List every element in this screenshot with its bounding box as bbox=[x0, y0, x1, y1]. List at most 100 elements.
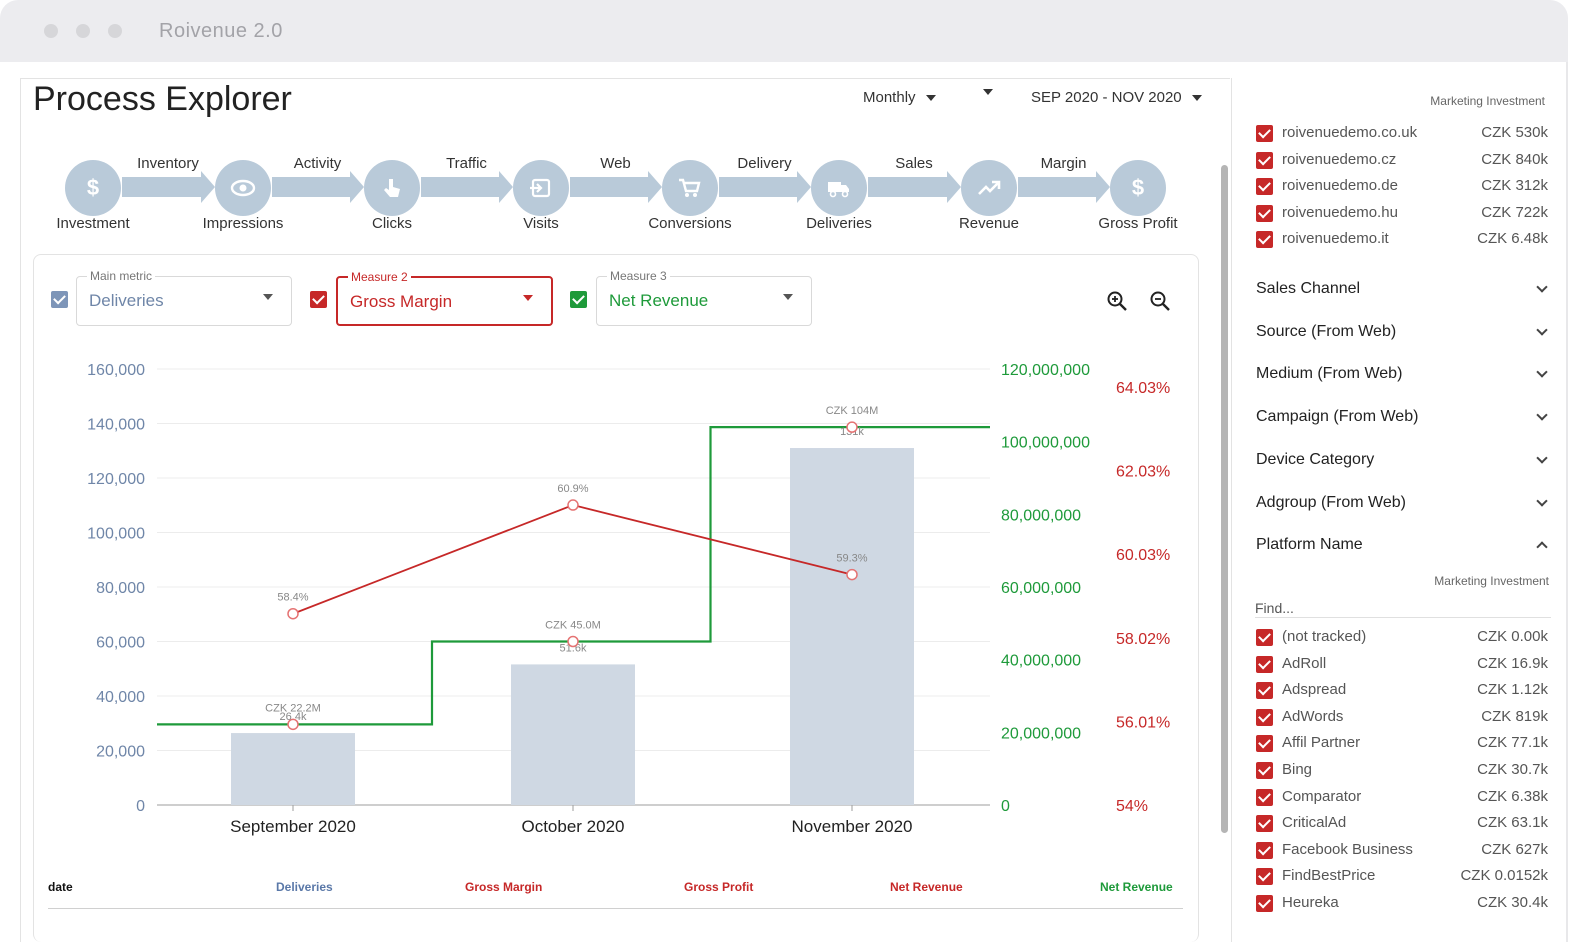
platform-row[interactable]: (not tracked) CZK 0.00k bbox=[1256, 627, 1548, 649]
platform-row[interactable]: Comparator CZK 6.38k bbox=[1256, 787, 1548, 809]
funnel-arrow bbox=[719, 177, 798, 197]
main-metric-select[interactable]: Main metric Deliveries bbox=[76, 269, 292, 326]
funnel-stage-deliveries[interactable] bbox=[811, 160, 867, 216]
funnel-stage-investment[interactable]: $ bbox=[65, 160, 121, 216]
chevron-down-icon bbox=[1536, 324, 1548, 336]
platform-checkbox[interactable] bbox=[1256, 655, 1273, 673]
main-metric-checkbox[interactable] bbox=[51, 291, 68, 308]
platform-row[interactable]: CriticalAd CZK 63.1k bbox=[1256, 813, 1548, 835]
funnel-stage-label: Deliveries bbox=[806, 215, 872, 232]
domain-row[interactable]: roivenuedemo.it CZK 6.48k bbox=[1256, 229, 1548, 251]
platform-checkbox[interactable] bbox=[1256, 841, 1273, 859]
platform-checkbox[interactable] bbox=[1256, 629, 1273, 646]
domain-row[interactable]: roivenuedemo.de CZK 312k bbox=[1256, 176, 1548, 198]
close-window-button[interactable] bbox=[44, 24, 58, 38]
funnel-arrow bbox=[1018, 177, 1097, 197]
table-header-cell[interactable]: Net Revenue bbox=[1100, 880, 1173, 894]
main-scrollbar[interactable] bbox=[1221, 165, 1228, 833]
funnel-stage-conversions[interactable] bbox=[662, 160, 718, 216]
measure3-checkbox[interactable] bbox=[570, 291, 587, 308]
filter-section-source-from-web[interactable]: Source (From Web) bbox=[1256, 323, 1550, 341]
platform-checkbox[interactable] bbox=[1256, 762, 1273, 779]
domain-value: CZK 840k bbox=[1481, 150, 1548, 168]
domain-checkbox[interactable] bbox=[1256, 125, 1273, 142]
platform-row[interactable]: Heureka CZK 30.4k bbox=[1256, 893, 1548, 915]
measure2-select[interactable]: Measure 2 Gross Margin bbox=[336, 270, 553, 326]
platform-name: AdWords bbox=[1282, 707, 1344, 725]
domain-row[interactable]: roivenuedemo.cz CZK 840k bbox=[1256, 150, 1548, 172]
funnel-transition-label: Inventory bbox=[137, 155, 199, 172]
platform-name: Affil Partner bbox=[1282, 734, 1361, 752]
date-range-select[interactable]: SEP 2020 - NOV 2020 bbox=[1031, 89, 1202, 106]
enter-icon bbox=[530, 178, 551, 198]
funnel-stage-visits[interactable] bbox=[513, 160, 569, 216]
measure3-select[interactable]: Measure 3 Net Revenue bbox=[596, 269, 812, 326]
funnel-stage-clicks[interactable] bbox=[364, 160, 420, 216]
filter-section-medium-from-web[interactable]: Medium (From Web) bbox=[1256, 365, 1550, 383]
measure2-checkbox[interactable] bbox=[310, 291, 327, 308]
platform-checkbox[interactable] bbox=[1256, 735, 1273, 753]
green-axis-tick-label: 100,000,000 bbox=[1001, 435, 1090, 452]
funnel-arrowhead bbox=[201, 171, 215, 203]
domain-checkbox[interactable] bbox=[1256, 204, 1273, 222]
left-axis-tick-label: 80,000 bbox=[96, 580, 145, 597]
filter-section-label: Device Category bbox=[1256, 450, 1375, 468]
platform-checkbox[interactable] bbox=[1256, 788, 1273, 806]
minimize-window-button[interactable] bbox=[76, 24, 90, 38]
domain-checkbox[interactable] bbox=[1256, 178, 1273, 196]
platform-checkbox[interactable] bbox=[1256, 682, 1273, 700]
pointer-hand-icon bbox=[384, 179, 400, 197]
filter-section-sales-channel[interactable]: Sales Channel bbox=[1256, 280, 1550, 298]
platform-checkbox[interactable] bbox=[1256, 815, 1273, 833]
eye-icon bbox=[230, 179, 256, 197]
platform-row[interactable]: AdWords CZK 819k bbox=[1256, 707, 1548, 729]
platform-checkbox[interactable] bbox=[1256, 708, 1273, 726]
red-axis-tick-label: 56.01% bbox=[1116, 714, 1170, 731]
platform-checkbox[interactable] bbox=[1256, 895, 1273, 912]
domain-name: roivenuedemo.it bbox=[1282, 230, 1389, 248]
domain-row[interactable]: roivenuedemo.hu CZK 722k bbox=[1256, 203, 1548, 225]
net-revenue-data-label: CZK 104M bbox=[826, 405, 879, 417]
table-header-cell[interactable]: Net Revenue bbox=[890, 880, 963, 894]
domain-row[interactable]: roivenuedemo.co.uk CZK 530k bbox=[1256, 123, 1548, 145]
filter-section-platform-name[interactable]: Platform Name bbox=[1256, 536, 1550, 554]
table-header-cell[interactable]: Gross Profit bbox=[684, 880, 754, 894]
platform-row[interactable]: Facebook Business CZK 627k bbox=[1256, 840, 1548, 862]
platform-value: CZK 30.4k bbox=[1477, 894, 1548, 911]
zoom-in-icon[interactable] bbox=[1105, 289, 1129, 313]
platform-row[interactable]: Bing CZK 30.7k bbox=[1256, 760, 1548, 782]
platform-search-input[interactable] bbox=[1255, 598, 1551, 618]
table-divider bbox=[48, 908, 1183, 909]
funnel-stage-impressions[interactable] bbox=[215, 160, 271, 216]
platform-row[interactable]: FindBestPrice CZK 0.0152k bbox=[1256, 866, 1548, 888]
table-header-cell[interactable]: Gross Margin bbox=[465, 880, 543, 894]
maximize-window-button[interactable] bbox=[108, 24, 122, 38]
platform-name: Comparator bbox=[1282, 787, 1362, 805]
platform-value: CZK 1.12k bbox=[1477, 681, 1548, 699]
table-header-cell[interactable]: date bbox=[48, 880, 73, 894]
granularity-select[interactable]: Monthly bbox=[863, 89, 936, 106]
zoom-out-icon[interactable] bbox=[1148, 289, 1172, 313]
cart-icon bbox=[679, 178, 701, 197]
filter-section-label: Campaign (From Web) bbox=[1256, 408, 1419, 426]
domain-checkbox[interactable] bbox=[1256, 151, 1273, 169]
domain-checkbox[interactable] bbox=[1256, 231, 1273, 249]
caret-down-icon bbox=[925, 94, 936, 101]
filter-section-device-category[interactable]: Device Category bbox=[1256, 451, 1550, 469]
table-header-cell[interactable]: Deliveries bbox=[276, 880, 333, 894]
filter-section-campaign-from-web[interactable]: Campaign (From Web) bbox=[1256, 408, 1550, 426]
filter-section-adgroup-from-web[interactable]: Adgroup (From Web) bbox=[1256, 494, 1550, 512]
chevron-up-icon bbox=[1536, 541, 1548, 553]
secondary-select[interactable] bbox=[983, 89, 993, 95]
platform-value: CZK 0.0152k bbox=[1460, 867, 1548, 885]
x-axis-tick-label: October 2020 bbox=[521, 817, 624, 836]
filter-section-label: Adgroup (From Web) bbox=[1256, 493, 1406, 511]
filter-section-label: Sales Channel bbox=[1256, 280, 1361, 297]
platform-row[interactable]: Affil Partner CZK 77.1k bbox=[1256, 733, 1548, 755]
platform-row[interactable]: Adspread CZK 1.12k bbox=[1256, 680, 1548, 702]
platform-checkbox[interactable] bbox=[1256, 868, 1273, 886]
funnel-stage-revenue[interactable] bbox=[961, 160, 1017, 216]
platform-row[interactable]: AdRoll CZK 16.9k bbox=[1256, 654, 1548, 676]
funnel-stage-gross-profit[interactable]: $ bbox=[1110, 160, 1166, 216]
caret-down-icon bbox=[263, 294, 273, 300]
